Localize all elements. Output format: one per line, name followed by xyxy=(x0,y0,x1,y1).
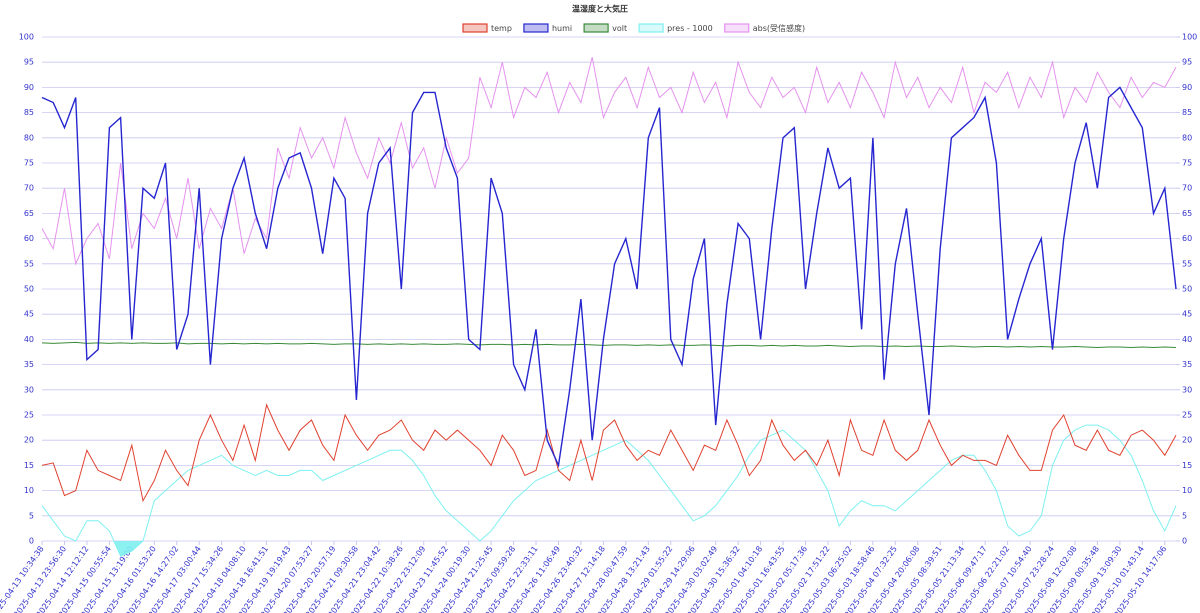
y2-tick-label: 100 xyxy=(1182,33,1197,42)
legend-swatch xyxy=(724,23,750,33)
y-tick-label: 90 xyxy=(24,83,34,92)
legend-label: humi xyxy=(552,24,572,33)
y2-tick-label: 75 xyxy=(1182,159,1192,168)
legend-swatch xyxy=(583,23,609,33)
legend-swatch xyxy=(462,23,488,33)
y2-tick-label: 70 xyxy=(1182,184,1192,193)
y-tick-label: 25 xyxy=(24,411,34,420)
y2-tick-label: 10 xyxy=(1182,486,1192,495)
y-tick-label: 15 xyxy=(24,461,34,470)
y2-tick-label: 30 xyxy=(1182,385,1192,394)
legend-label: abs(受信感度) xyxy=(753,23,805,33)
y2-tick-label: 60 xyxy=(1182,234,1192,243)
chart-title: 温湿度と大気圧 xyxy=(572,4,628,14)
y-tick-label: 40 xyxy=(24,335,34,344)
legend-label: pres - 1000 xyxy=(667,24,713,33)
y-tick-label: 10 xyxy=(24,486,34,495)
y2-tick-label: 95 xyxy=(1182,58,1192,67)
y2-tick-label: 65 xyxy=(1182,209,1192,218)
y2-tick-label: 20 xyxy=(1182,436,1192,445)
y-tick-label: 65 xyxy=(24,209,34,218)
y-tick-label: 0 xyxy=(29,537,34,546)
y2-tick-label: 90 xyxy=(1182,83,1192,92)
series-line xyxy=(41,86,1177,468)
y2-tick-label: 55 xyxy=(1182,259,1192,268)
y2-tick-label: 35 xyxy=(1182,360,1192,369)
y-tick-label: 95 xyxy=(24,58,34,67)
legend-swatch xyxy=(523,23,549,33)
y-tick-label: 30 xyxy=(24,385,34,394)
y2-tick-label: 50 xyxy=(1182,285,1192,294)
legend-label: temp xyxy=(491,24,512,33)
y2-tick-label: 40 xyxy=(1182,335,1192,344)
y-tick-label: 50 xyxy=(24,285,34,294)
y-tick-label: 80 xyxy=(24,133,34,142)
legend-swatch xyxy=(638,23,664,33)
y-tick-label: 35 xyxy=(24,360,34,369)
series-line xyxy=(41,424,1177,557)
y-tick-label: 60 xyxy=(24,234,34,243)
y-tick-label: 55 xyxy=(24,259,34,268)
legend-label: volt xyxy=(612,24,627,33)
y-tick-label: 45 xyxy=(24,310,34,319)
series-line xyxy=(41,57,1177,266)
series-line xyxy=(41,341,1177,349)
y-tick-label: 85 xyxy=(24,108,34,117)
y-tick-label: 20 xyxy=(24,436,34,445)
y-tick-label: 100 xyxy=(19,33,34,42)
y2-tick-label: 80 xyxy=(1182,133,1192,142)
y2-tick-label: 85 xyxy=(1182,108,1192,117)
y2-tick-label: 15 xyxy=(1182,461,1192,470)
y2-tick-label: 5 xyxy=(1182,511,1187,520)
y-tick-label: 5 xyxy=(29,511,34,520)
y2-tick-label: 25 xyxy=(1182,411,1192,420)
y-tick-label: 70 xyxy=(24,184,34,193)
y2-tick-label: 0 xyxy=(1182,537,1187,546)
series-line xyxy=(41,403,1177,503)
y-tick-label: 75 xyxy=(24,159,34,168)
y2-tick-label: 45 xyxy=(1182,310,1192,319)
